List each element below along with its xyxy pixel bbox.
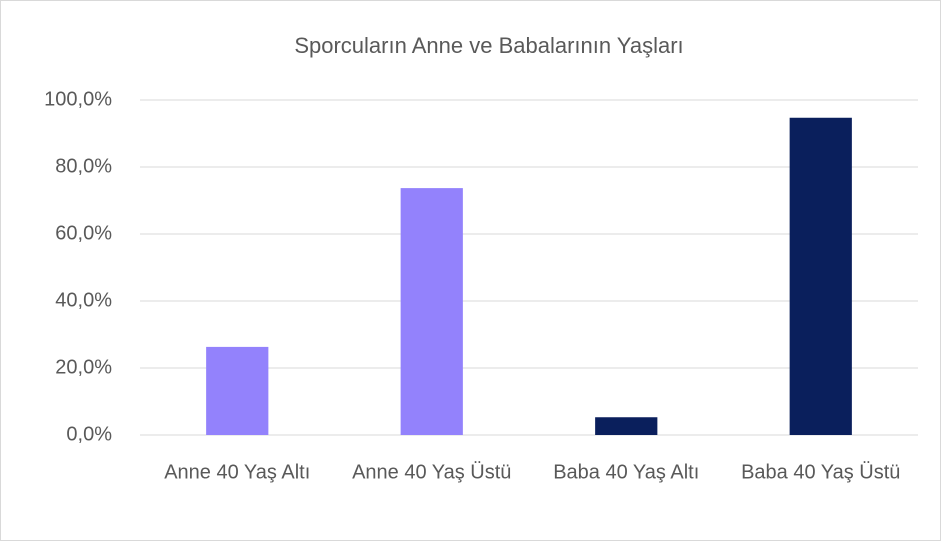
bar [595, 417, 658, 435]
x-tick-label: Baba 40 Yaş Üstü [741, 461, 900, 483]
y-tick-label: 20,0% [55, 356, 112, 378]
y-tick-label: 100,0% [44, 88, 112, 110]
x-tick-label: Anne 40 Yaş Üstü [352, 461, 511, 483]
y-tick-label: 80,0% [55, 155, 112, 177]
x-tick-label: Anne 40 Yaş Altı [164, 461, 310, 483]
y-tick-label: 40,0% [55, 289, 112, 311]
bar [789, 117, 852, 435]
bar [400, 188, 463, 435]
y-tick-label: 0,0% [66, 423, 112, 445]
bar [206, 346, 269, 435]
chart-title: Sporcuların Anne ve Babalarının Yaşları [294, 33, 683, 58]
y-tick-label: 60,0% [55, 222, 112, 244]
x-tick-label: Baba 40 Yaş Altı [553, 461, 699, 483]
